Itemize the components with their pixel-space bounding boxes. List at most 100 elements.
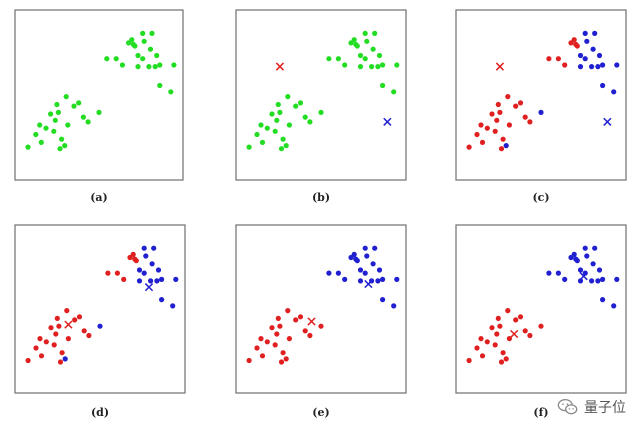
data-point-red [492, 342, 498, 348]
panel-caption: (b) [312, 191, 330, 204]
data-point-green [76, 100, 82, 106]
data-point-green [274, 117, 280, 123]
data-point-red [280, 350, 286, 356]
data-point-blue [568, 254, 574, 261]
data-point-red [293, 317, 299, 323]
data-point-green [285, 94, 291, 100]
data-point-red [497, 109, 503, 115]
data-point-blue [614, 62, 620, 68]
data-point-blue [582, 56, 588, 62]
data-point-blue [577, 52, 584, 59]
centroid-marker-blue [364, 279, 373, 289]
data-point-red [489, 111, 495, 117]
data-point-green [259, 139, 266, 145]
panel-frame [235, 224, 407, 394]
data-point-red [562, 62, 568, 68]
data-point-red [274, 331, 280, 337]
data-point-red [285, 308, 291, 314]
data-point-blue [173, 276, 179, 282]
data-point-red [474, 345, 480, 351]
data-point-blue [155, 267, 162, 273]
data-point-red [500, 350, 506, 356]
data-point-green [364, 38, 370, 44]
data-point-red [495, 315, 501, 321]
data-point-green [357, 52, 364, 59]
data-point-blue [595, 64, 601, 70]
data-point-green [141, 38, 147, 44]
data-point-blue [592, 245, 598, 251]
data-point-green [71, 103, 77, 109]
data-point-red [307, 332, 313, 339]
data-point-red [81, 328, 87, 334]
data-point-green [264, 125, 270, 131]
data-point-green [168, 89, 174, 95]
data-point-red [466, 144, 472, 150]
data-point-red [269, 325, 275, 331]
data-point-green [129, 37, 135, 43]
data-point-red [571, 37, 577, 43]
data-point-blue [577, 64, 584, 70]
data-point-red [503, 356, 509, 362]
centroid-marker-red [510, 329, 519, 339]
data-point-green [280, 136, 286, 142]
data-point-blue [600, 276, 606, 282]
data-point-blue [611, 89, 617, 95]
data-point-blue [394, 276, 400, 282]
data-point-green [140, 30, 146, 36]
data-point-blue [600, 62, 606, 68]
data-point-red [121, 276, 127, 282]
data-point-green [283, 143, 289, 149]
data-point-blue [143, 253, 149, 259]
data-point-red [479, 353, 486, 359]
data-point-red [37, 336, 43, 342]
data-point-red [492, 128, 498, 134]
data-point-green [126, 40, 132, 46]
data-point-blue [555, 270, 562, 276]
data-point-red [318, 323, 324, 329]
data-point-green [37, 122, 43, 128]
data-point-green [318, 109, 324, 115]
data-point-green [372, 30, 378, 36]
data-point-green [96, 109, 102, 115]
data-point-blue [546, 270, 552, 276]
data-point-red [48, 325, 54, 331]
data-point-blue [170, 303, 176, 309]
data-point-green [375, 64, 381, 70]
data-point-red [57, 359, 64, 365]
data-point-red [505, 94, 511, 100]
data-point-blue [574, 258, 580, 264]
data-point-blue [357, 278, 364, 284]
data-point-green [63, 94, 69, 100]
data-point-red [25, 357, 31, 364]
data-point-blue [351, 251, 357, 257]
panel-caption: (f) [533, 406, 548, 419]
data-point-blue [376, 267, 383, 273]
data-point-green [269, 111, 275, 117]
data-point-blue [372, 245, 378, 251]
data-point-red [478, 336, 484, 342]
data-point-blue [582, 245, 588, 251]
data-point-red [246, 357, 252, 364]
data-point-red [33, 345, 39, 351]
data-point-green [65, 122, 71, 128]
centroid-marker-blue [144, 283, 154, 292]
data-point-blue [538, 109, 544, 115]
data-point-red [506, 122, 512, 128]
centroid-marker-red [495, 62, 505, 71]
panel-caption: (d) [91, 406, 109, 419]
panel-frame [455, 9, 627, 181]
data-point-blue [590, 261, 596, 267]
data-point-red [272, 342, 278, 348]
data-point-blue [357, 267, 364, 273]
data-point-green [25, 144, 31, 150]
watermark-text: 量子位 [584, 400, 626, 416]
data-point-red [522, 114, 528, 120]
data-point-red [500, 136, 506, 142]
data-point-red [513, 103, 519, 109]
data-point-green [54, 101, 60, 108]
centroid-marker-blue [383, 117, 392, 126]
data-point-green [146, 64, 152, 70]
data-point-green [307, 119, 313, 125]
data-point-green [302, 114, 308, 120]
data-point-green [370, 46, 376, 52]
